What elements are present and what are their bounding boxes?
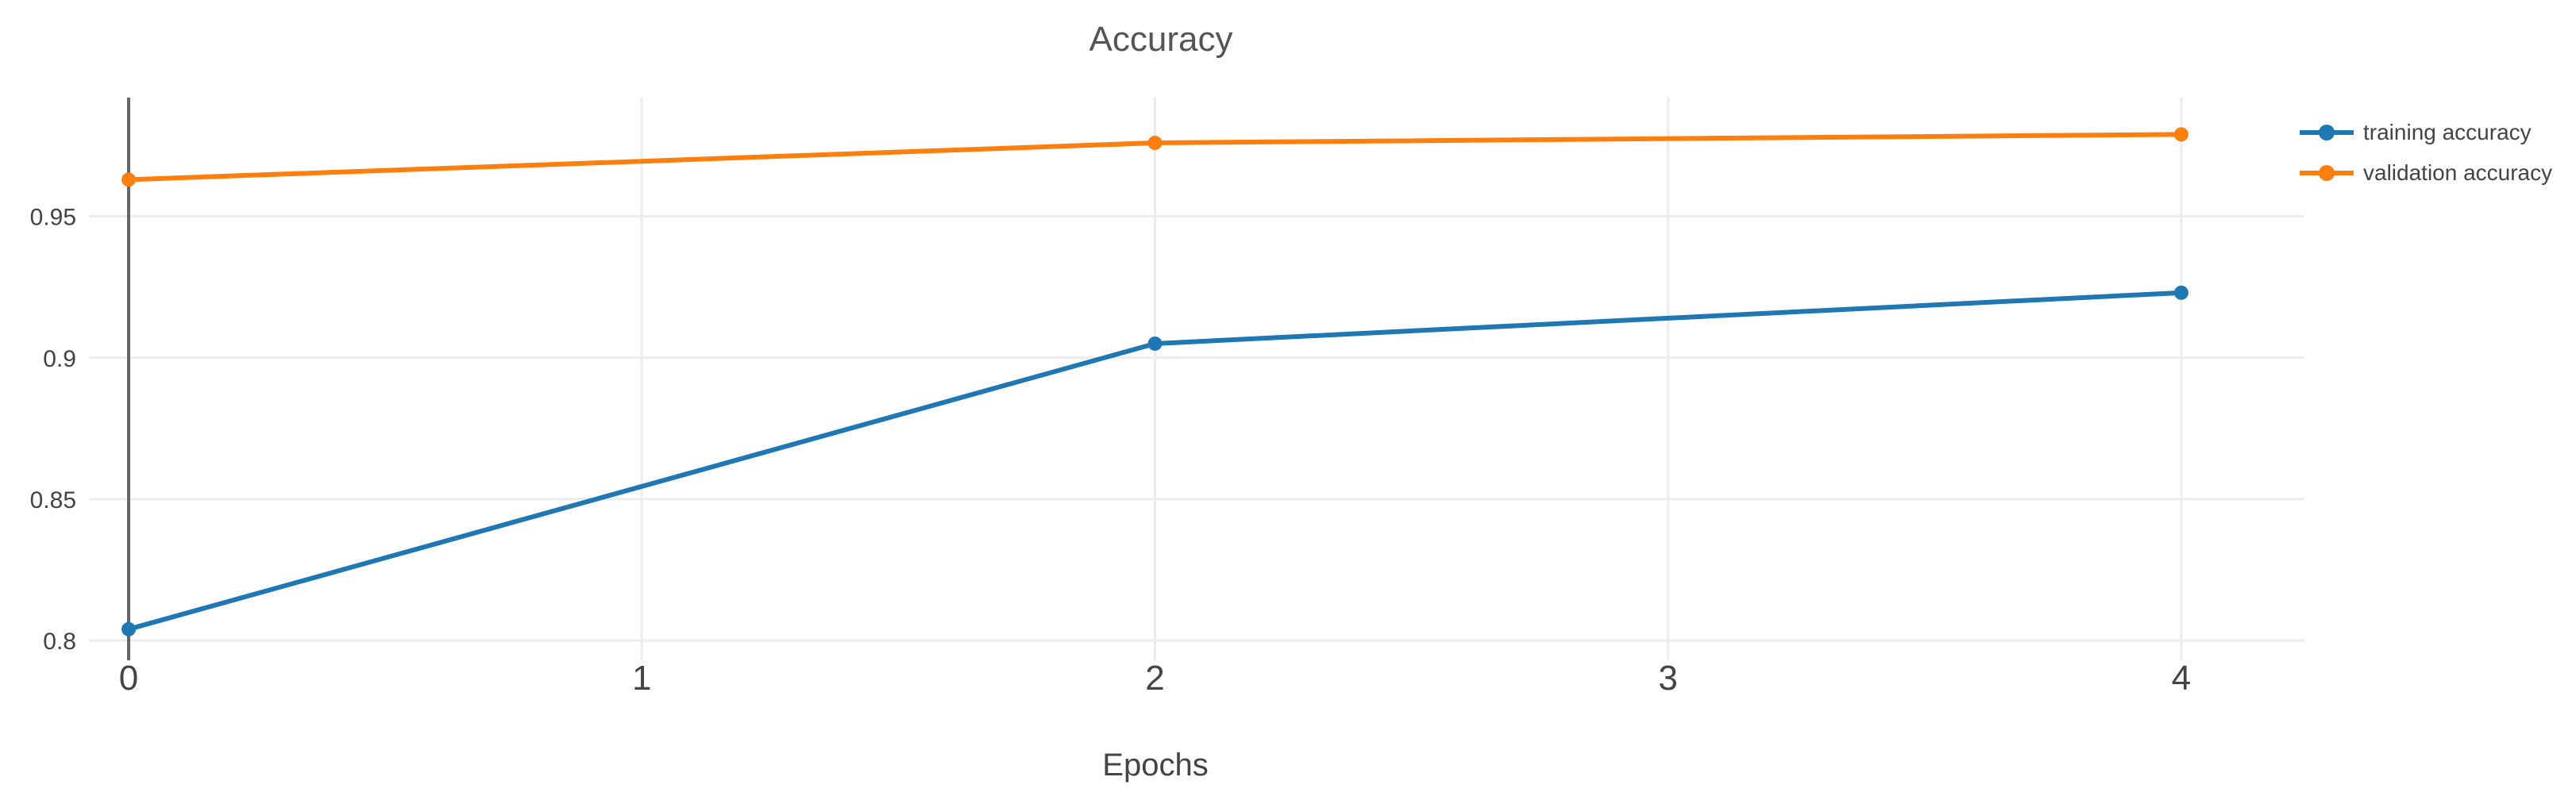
- data-point-marker[interactable]: [2173, 285, 2188, 300]
- data-point-marker[interactable]: [2173, 127, 2188, 142]
- legend-label: training accuracy: [2363, 120, 2532, 144]
- y-tick-label: 0.85: [30, 487, 76, 513]
- x-tick-label: 2: [1145, 659, 1164, 698]
- legend-line-marker-icon: [2300, 165, 2354, 181]
- legend: training accuracy validation accuracy: [2300, 115, 2552, 196]
- y-tick-label: 0.95: [30, 205, 76, 231]
- data-point-marker[interactable]: [1147, 336, 1163, 351]
- data-point-marker[interactable]: [1147, 136, 1163, 151]
- y-tick-label: 0.9: [43, 346, 76, 372]
- data-point-marker[interactable]: [121, 172, 136, 187]
- legend-label: validation accuracy: [2363, 160, 2553, 185]
- x-tick-label: 3: [1658, 659, 1677, 698]
- y-tick-label: 0.8: [43, 629, 76, 655]
- x-axis-title: Epochs: [1102, 748, 1208, 783]
- x-tick-label: 4: [2172, 659, 2191, 698]
- chart-title: Accuracy: [1089, 20, 1233, 59]
- legend-item-1[interactable]: validation accuracy: [2300, 156, 2552, 190]
- x-tick-label: 1: [632, 659, 651, 698]
- data-point-marker[interactable]: [121, 621, 136, 637]
- legend-item-0[interactable]: training accuracy: [2300, 115, 2552, 150]
- legend-line-marker-icon: [2300, 125, 2354, 140]
- x-tick-label: 0: [119, 659, 138, 698]
